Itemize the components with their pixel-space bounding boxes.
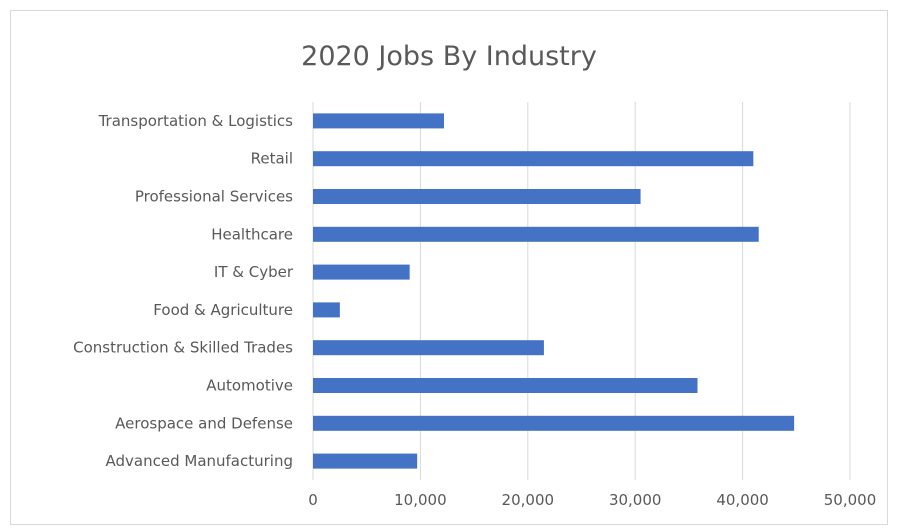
chart-area: 2020 Jobs By Industry <box>10 10 888 525</box>
category-label: Food & Agriculture <box>153 301 293 319</box>
bar <box>313 378 698 393</box>
category-label: Retail <box>251 150 293 168</box>
bar <box>313 415 795 431</box>
bar <box>313 113 445 129</box>
category-label: Transportation & Logistics <box>98 112 294 130</box>
x-tick-label: 0 <box>308 491 318 509</box>
category-label: Aerospace and Defense <box>115 414 293 432</box>
x-tick-label: 30,000 <box>609 491 662 509</box>
bar <box>313 302 340 318</box>
bar <box>313 264 410 280</box>
bar <box>313 453 418 469</box>
bar <box>313 340 544 356</box>
category-label: Advanced Manufacturing <box>106 452 293 470</box>
category-label: Automotive <box>206 377 293 395</box>
x-tick-label: 20,000 <box>502 491 555 509</box>
x-tick-label: 40,000 <box>716 491 769 509</box>
category-label: IT & Cyber <box>214 263 294 281</box>
category-label: Healthcare <box>211 225 293 243</box>
x-tick-label: 10,000 <box>394 491 447 509</box>
bar <box>313 226 759 242</box>
bar <box>313 189 641 204</box>
bar <box>313 151 754 167</box>
category-label: Construction & Skilled Trades <box>73 339 293 357</box>
chart-title: 2020 Jobs By Industry <box>301 41 597 72</box>
x-tick-label: 50,000 <box>824 491 877 509</box>
category-label: Professional Services <box>135 188 293 206</box>
